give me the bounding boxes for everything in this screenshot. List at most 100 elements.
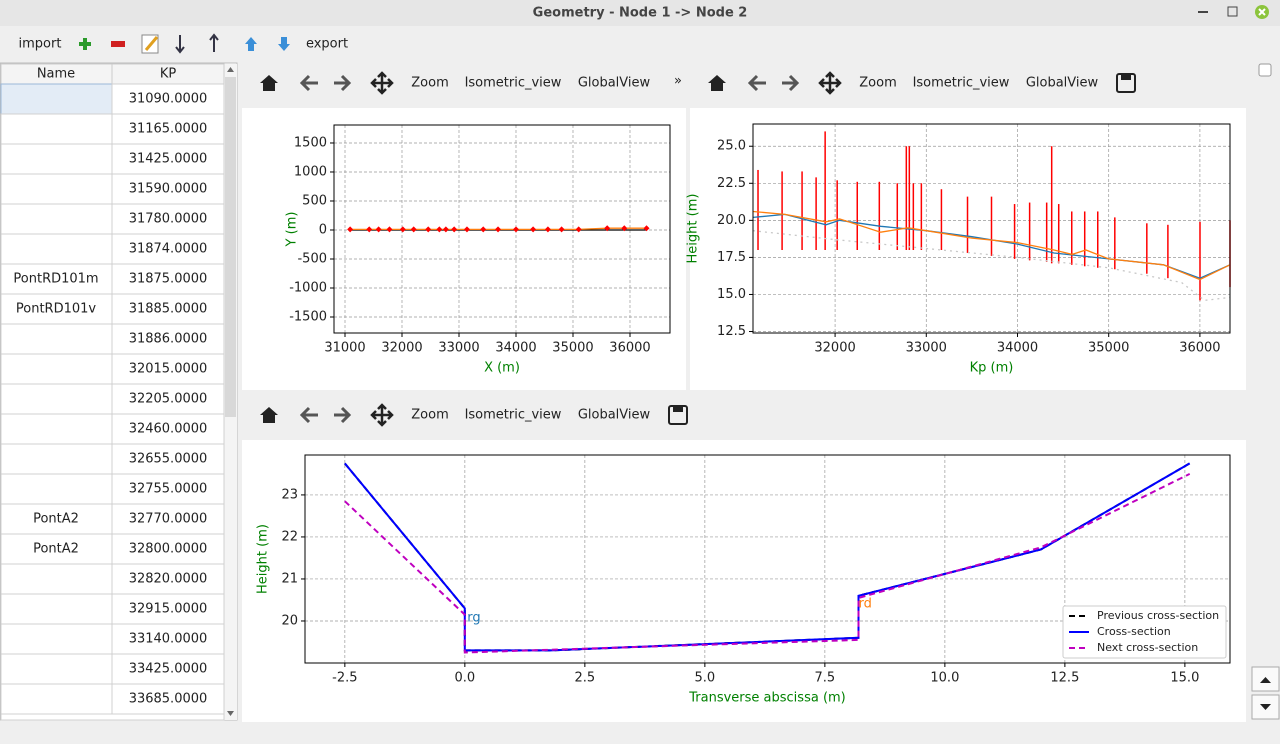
y-axis-label: Height (m): [686, 194, 701, 264]
annotation: rg: [467, 611, 480, 626]
kp-text: 31874.0000: [129, 242, 208, 257]
plot-panel: [242, 440, 1246, 722]
name-cell[interactable]: [1, 414, 112, 444]
x-tick-label: 32000: [381, 341, 422, 356]
y-tick-label: -500: [297, 251, 327, 266]
name-cell[interactable]: [1, 624, 112, 654]
kp-text: 33685.0000: [129, 692, 208, 707]
x-tick-label: 5.0: [695, 671, 716, 686]
y-tick-label: 25.0: [717, 139, 746, 154]
legend-label: Previous cross-section: [1097, 609, 1219, 622]
x-tick-label: 34000: [495, 341, 536, 356]
x-tick-label: 36000: [609, 341, 650, 356]
y-tick-label: 1500: [294, 135, 327, 150]
name-cell[interactable]: [1, 84, 112, 114]
name-text: PontRD101m: [13, 272, 98, 287]
y-tick-label: -1000: [289, 280, 327, 295]
name-cell[interactable]: [1, 594, 112, 624]
toolbar-button[interactable]: Zoom: [411, 408, 448, 423]
y-tick-label: 22.5: [717, 176, 746, 191]
overflow-button[interactable]: »: [674, 74, 682, 89]
y-tick-label: 20: [281, 613, 298, 628]
name-cell[interactable]: [1, 114, 112, 144]
x-axis-label: Kp (m): [970, 361, 1014, 376]
name-cell[interactable]: [1, 654, 112, 684]
side-checkbox[interactable]: [1259, 64, 1271, 76]
kp-text: 32015.0000: [129, 362, 208, 377]
name-cell[interactable]: [1, 144, 112, 174]
y-tick-label: 20.0: [717, 213, 746, 228]
name-cell[interactable]: [1, 234, 112, 264]
kp-text: 31590.0000: [129, 182, 208, 197]
toolbar-button[interactable]: GlobalView: [1026, 76, 1099, 91]
x-tick-label: 31000: [324, 341, 365, 356]
y-tick-label: 12.5: [717, 324, 746, 339]
y-tick-label: 22: [281, 529, 298, 544]
partial-row: [1, 714, 224, 720]
kp-text: 31875.0000: [129, 272, 208, 287]
toolbar-button[interactable]: GlobalView: [578, 76, 651, 91]
toolbar-button[interactable]: Zoom: [859, 76, 896, 91]
kp-text: 33140.0000: [129, 632, 208, 647]
kp-text: 32770.0000: [129, 512, 208, 527]
x-tick-label: 33000: [906, 341, 947, 356]
name-cell[interactable]: [1, 564, 112, 594]
kp-text: 31885.0000: [129, 302, 208, 317]
name-cell[interactable]: [1, 474, 112, 504]
remove-button[interactable]: [111, 41, 125, 47]
column-header: Name: [37, 67, 75, 82]
x-tick-label: 34000: [997, 341, 1038, 356]
toolbar-button[interactable]: Isometric_view: [913, 76, 1010, 91]
y-axis-label: Y (m): [285, 212, 300, 248]
kp-text: 31780.0000: [129, 212, 208, 227]
export-button[interactable]: export: [306, 37, 348, 52]
kp-text: 32460.0000: [129, 422, 208, 437]
kp-text: 33425.0000: [129, 662, 208, 677]
name-cell[interactable]: [1, 204, 112, 234]
name-cell[interactable]: [1, 324, 112, 354]
name-cell[interactable]: [1, 444, 112, 474]
toolbar-button[interactable]: Isometric_view: [465, 408, 562, 423]
save-icon: [673, 406, 683, 412]
y-tick-label: 17.5: [717, 250, 746, 265]
x-tick-label: 35000: [1088, 341, 1129, 356]
name-text: PontA2: [33, 542, 79, 557]
kp-text: 32915.0000: [129, 602, 208, 617]
x-tick-label: 7.5: [815, 671, 836, 686]
name-cell[interactable]: [1, 384, 112, 414]
kp-text: 32205.0000: [129, 392, 208, 407]
y-tick-label: 23: [281, 487, 298, 502]
x-tick-label: 10.0: [930, 671, 959, 686]
kp-text: 32755.0000: [129, 482, 208, 497]
x-tick-label: 15.0: [1170, 671, 1199, 686]
name-cell[interactable]: [1, 174, 112, 204]
x-tick-label: 33000: [438, 341, 479, 356]
y-axis-label: Height (m): [256, 524, 271, 594]
name-text: PontA2: [33, 512, 79, 527]
y-tick-label: 1000: [294, 164, 327, 179]
kp-text: 31425.0000: [129, 152, 208, 167]
kp-text: 32800.0000: [129, 542, 208, 557]
x-axis-label: Transverse abscissa (m): [688, 691, 846, 706]
x-tick-label: 36000: [1179, 341, 1220, 356]
toolbar-button[interactable]: Zoom: [411, 76, 448, 91]
y-tick-label: 500: [302, 193, 327, 208]
toolbar-button[interactable]: GlobalView: [578, 408, 651, 423]
save-icon: [1121, 74, 1131, 80]
name-cell[interactable]: [1, 684, 112, 714]
x-axis-label: X (m): [484, 361, 520, 376]
kp-text: 32655.0000: [129, 452, 208, 467]
x-tick-label: -2.5: [332, 671, 357, 686]
scroll-thumb[interactable]: [225, 77, 236, 417]
import-button[interactable]: import: [19, 37, 62, 52]
kp-text: 31090.0000: [129, 92, 208, 107]
y-tick-label: 0: [319, 222, 327, 237]
kp-text: 31886.0000: [129, 332, 208, 347]
column-header: KP: [160, 67, 177, 82]
kp-text: 32820.0000: [129, 572, 208, 587]
x-tick-label: 35000: [552, 341, 593, 356]
window-title: Geometry - Node 1 -> Node 2: [533, 6, 748, 21]
toolbar-button[interactable]: Isometric_view: [465, 76, 562, 91]
name-cell[interactable]: [1, 354, 112, 384]
